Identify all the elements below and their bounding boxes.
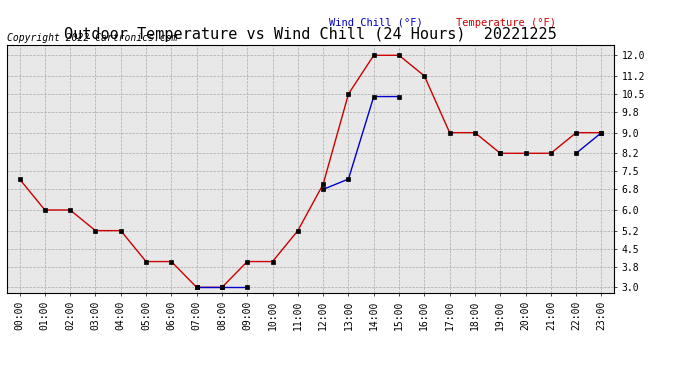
Text: Wind Chill (°F): Wind Chill (°F) xyxy=(328,18,435,28)
Text: Copyright 2022 Cartronics.com: Copyright 2022 Cartronics.com xyxy=(7,33,177,42)
Text: Temperature (°F): Temperature (°F) xyxy=(456,18,556,28)
Title: Outdoor Temperature vs Wind Chill (24 Hours)  20221225: Outdoor Temperature vs Wind Chill (24 Ho… xyxy=(64,27,557,42)
